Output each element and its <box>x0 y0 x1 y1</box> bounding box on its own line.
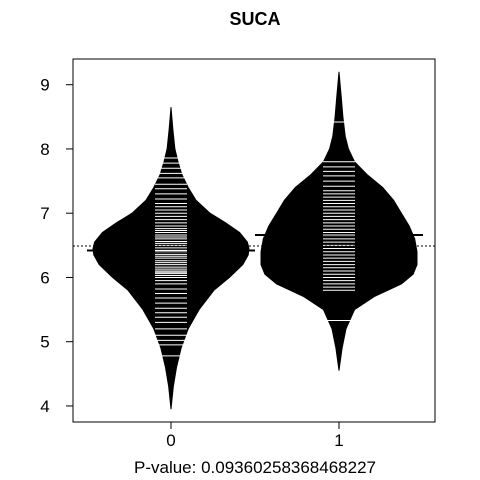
bean-group-0 <box>87 107 255 410</box>
y-tick-label: 7 <box>40 204 49 223</box>
x-tick-label: 1 <box>334 431 343 450</box>
y-tick-label: 8 <box>40 140 49 159</box>
y-axis: 4 5 6 7 8 9 <box>40 76 73 416</box>
y-tick-label: 6 <box>40 268 49 287</box>
y-tick-label: 5 <box>40 333 49 352</box>
beans-layer <box>87 71 423 410</box>
bean-group-1 <box>255 71 423 371</box>
chart-title: SUCA <box>229 9 280 29</box>
y-tick-label: 9 <box>40 76 49 95</box>
x-tick-label: 0 <box>166 431 175 450</box>
plot-frame <box>72 58 436 423</box>
bean-shape <box>260 71 418 371</box>
y-tick-label: 4 <box>40 397 49 416</box>
x-axis-label: P-value: 0.09360258368468227 <box>134 458 376 477</box>
